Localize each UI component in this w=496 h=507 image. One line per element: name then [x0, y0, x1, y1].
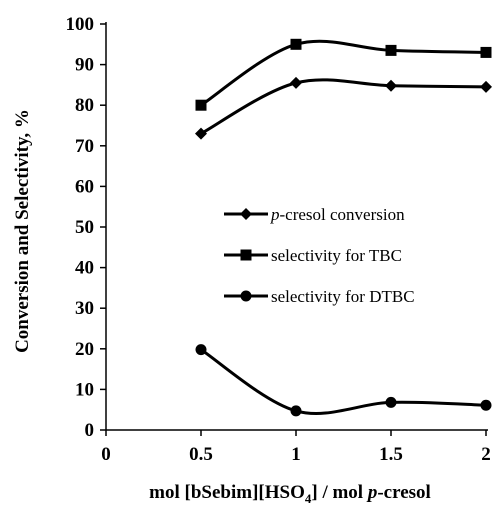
legend-marker-circle: [240, 290, 252, 302]
series-square: [195, 38, 492, 111]
legend-label-italic: p: [270, 205, 280, 224]
legend: p-cresol conversion selectivity for TBC se…: [224, 205, 415, 306]
legend-marker-diamond: [240, 208, 252, 220]
y-tick-label: 40: [75, 258, 94, 279]
legend-item: p-cresol conversion: [224, 205, 405, 224]
x-tick-label: 0: [101, 444, 111, 465]
x-tick-label: 1: [291, 444, 301, 465]
legend-label-text: selectivity for DTBC: [271, 287, 415, 306]
legend-label: p-cresol conversion: [270, 205, 405, 224]
y-tick-label: 10: [75, 379, 94, 400]
legend-label-text: -cresol conversion: [280, 205, 406, 224]
y-tick-label: 0: [85, 420, 95, 441]
legend-marker-square: [240, 249, 252, 261]
axes: 0 10 20 30 40 50 60 70 80 90 100 0 0.5 1 1.5 2 Conversio…: [12, 14, 491, 506]
data-point-diamond: [195, 127, 207, 140]
x-axis-label: mol [bSebim][HSO4] / mol p-cresol: [149, 482, 431, 506]
x-axis-label-subscript: 4: [305, 491, 312, 506]
y-tick-label: 60: [75, 176, 94, 197]
x-axis-label-part: -cresol: [377, 482, 430, 503]
data-point-square: [195, 99, 207, 111]
data-point-square: [385, 44, 397, 56]
y-tick-label: 20: [75, 339, 94, 360]
legend-label: selectivity for TBC: [271, 246, 402, 265]
y-tick-label: 80: [75, 95, 94, 116]
x-axis-label-part: mol [bSebim][HSO: [149, 482, 305, 503]
legend-item: selectivity for DTBC: [224, 287, 415, 306]
x-tick-label: 0.5: [189, 444, 213, 465]
x-tick-label: 1.5: [379, 444, 403, 465]
y-tick-label: 50: [75, 217, 94, 238]
series-line: [200, 39, 487, 107]
series-line: [200, 348, 487, 415]
y-tick-label: 90: [75, 55, 94, 76]
series-circle: [195, 344, 492, 417]
data-point-square: [480, 46, 492, 58]
x-axis-label-part: ] / mol: [311, 482, 367, 503]
data-point-circle: [480, 399, 492, 411]
legend-item: selectivity for TBC: [224, 246, 402, 265]
x-tick-label: 2: [481, 444, 491, 465]
y-tick-label: 100: [66, 14, 95, 35]
y-axis-label: Conversion and Selectivity, %: [12, 109, 33, 353]
series-layer: [195, 38, 492, 417]
data-point-diamond: [480, 80, 492, 93]
series-diamond: [195, 76, 492, 140]
y-tick-label: 30: [75, 298, 94, 319]
data-point-circle: [385, 396, 397, 408]
data-point-diamond: [385, 79, 397, 92]
data-point-circle: [195, 344, 207, 356]
series-line: [200, 78, 487, 135]
legend-label-text: selectivity for TBC: [271, 246, 402, 265]
data-point-diamond: [290, 76, 302, 89]
data-point-square: [290, 38, 302, 50]
legend-label: selectivity for DTBC: [271, 287, 415, 306]
data-point-circle: [290, 405, 302, 417]
y-tick-label: 70: [75, 136, 94, 157]
x-axis-label-italic: p: [366, 482, 378, 503]
